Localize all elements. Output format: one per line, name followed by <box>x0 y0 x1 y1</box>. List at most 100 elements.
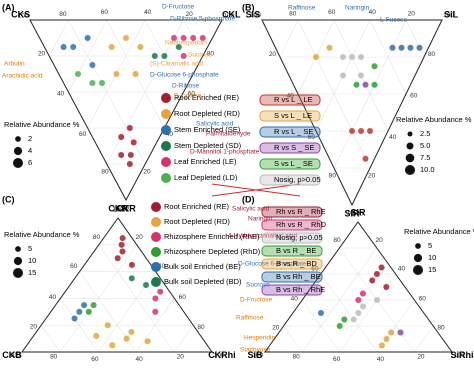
legend-label: R vs L _ LE <box>274 95 313 104</box>
grid-line <box>414 325 434 353</box>
tick-label: 40 <box>398 265 406 272</box>
corner-label: CKL <box>222 10 241 20</box>
size-legend-label: 5.0 <box>420 141 430 150</box>
size-legend-label: 10.0 <box>420 165 435 174</box>
annotation: L-Fucose <box>380 17 407 24</box>
tick-label: 80 <box>333 237 341 244</box>
legend-label: B vs R _ BD <box>276 259 317 268</box>
annotation: D-Lyxose <box>174 93 202 100</box>
data-point <box>128 274 136 282</box>
tick-label: 20 <box>38 50 46 57</box>
grid-line <box>405 19 425 58</box>
size-legend-label: 5 <box>28 244 32 253</box>
legend-swatch <box>151 247 161 257</box>
legend-swatch <box>261 284 323 296</box>
data-point <box>84 34 92 42</box>
data-point <box>151 52 159 60</box>
data-point <box>156 288 164 296</box>
legend-label: Nosig, p>0.05 <box>276 233 323 242</box>
legend-swatch <box>259 158 321 170</box>
data-point <box>71 315 78 322</box>
data-point <box>127 151 135 159</box>
data-point <box>151 294 159 302</box>
legend-label: Root Depleted (RD) <box>174 109 240 118</box>
data-point <box>354 296 362 304</box>
annotation: D-Mannitol 1-phosphate <box>190 149 260 156</box>
tick-label: 60 <box>333 356 341 363</box>
corner-label: CKB <box>2 350 22 360</box>
tick-label: 60 <box>188 90 196 97</box>
tick-label: 20 <box>136 234 144 241</box>
tick-label: 100 <box>252 352 263 359</box>
legend-label: R vs S _ SE <box>274 143 314 152</box>
legend-label: S vs L _ LE <box>274 111 312 120</box>
data-point <box>130 138 138 146</box>
legend-swatch <box>261 206 323 218</box>
size-legend-circle <box>15 136 21 142</box>
annotation: Stachyose <box>240 347 271 354</box>
annotation: D-Ribose 5-phosphate <box>170 16 235 23</box>
data-point <box>92 332 100 340</box>
tick-label: 40 <box>291 295 299 302</box>
corner-label: SiS <box>246 9 261 19</box>
data-point <box>136 43 144 51</box>
tick-label: 100 <box>443 12 454 19</box>
legend-label: Root Enriched (RE) <box>164 202 230 211</box>
annotation: Hesperidin <box>244 335 275 342</box>
data-point <box>151 308 159 316</box>
legend-swatch <box>259 94 321 106</box>
legend-label: Rh vs R _ RhD <box>276 220 327 229</box>
data-point <box>416 44 423 52</box>
tick-label: 80 <box>289 11 297 18</box>
data-point <box>175 43 183 51</box>
data-point <box>357 127 365 135</box>
data-point <box>383 335 390 343</box>
data-point <box>348 127 356 135</box>
data-point <box>108 43 116 51</box>
size-legend-label: 4 <box>28 146 32 155</box>
legend-swatch <box>151 277 161 287</box>
data-point <box>398 44 405 52</box>
data-point <box>387 329 395 336</box>
tick-label: 20 <box>269 51 277 58</box>
data-point <box>371 62 378 70</box>
tick-label: 20 <box>368 173 376 180</box>
size-legend-circle <box>405 153 415 163</box>
size-legend-circle <box>13 256 23 266</box>
corner-label: SiR <box>350 207 366 217</box>
data-point <box>142 281 150 289</box>
size-legend-circle <box>15 246 21 252</box>
tick-label: 40 <box>369 9 377 16</box>
size-legend-title: Relative Abundance % <box>404 227 474 236</box>
tick-label: 60 <box>308 134 316 141</box>
tick-label: 80 <box>101 169 109 176</box>
grid-line <box>301 299 341 353</box>
tick-label: 60 <box>410 93 418 100</box>
tick-label: 100 <box>223 12 234 19</box>
size-legend-circle <box>406 142 414 150</box>
annotation: Neohesperidin <box>165 40 207 47</box>
annotation: (S)-Citramalic acid <box>150 61 204 68</box>
legend-label: Nosig, p>0.05 <box>274 175 321 184</box>
tick-label: 100 <box>454 352 465 359</box>
data-point <box>144 337 151 345</box>
legend-swatch <box>261 271 323 283</box>
corner-label: CKS <box>11 10 30 20</box>
legend-label: Rhizosphere Depleted (RhD) <box>164 247 261 256</box>
size-legend-circle <box>13 268 23 278</box>
data-point <box>362 81 369 89</box>
triangle-frame <box>264 221 453 353</box>
data-point <box>373 270 381 278</box>
legend-swatch <box>259 126 321 138</box>
annotation: D-Glucose 6-phosphate <box>238 261 307 268</box>
tick-label: 40 <box>57 90 65 97</box>
legend-label: Rh vs R _ RhE <box>276 207 326 216</box>
tick-label: 40 <box>144 9 152 16</box>
legend-label: Leaf Depleted (LD) <box>174 173 238 182</box>
size-legend-label: 15 <box>428 265 436 274</box>
legend-swatch <box>161 125 171 135</box>
grid-line <box>135 298 175 353</box>
data-point <box>132 70 140 78</box>
data-point <box>371 81 378 89</box>
annotation: D-Fructose <box>240 297 273 304</box>
